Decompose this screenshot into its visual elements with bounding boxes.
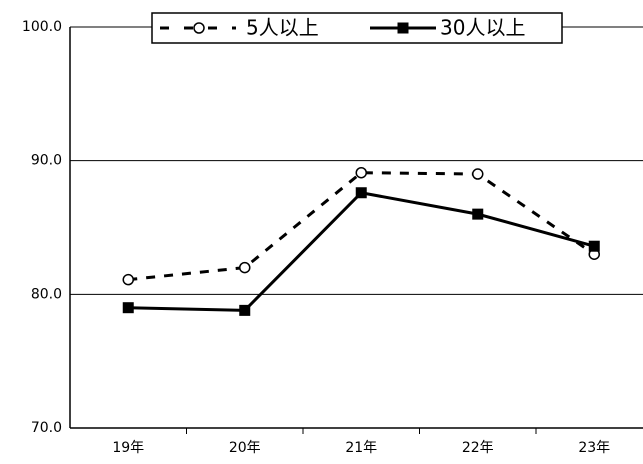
x-tick-label: 23年	[578, 440, 610, 456]
legend-label: 5人以上	[246, 16, 319, 40]
y-tick-label: 90.0	[31, 153, 62, 169]
y-tick-label: 80.0	[31, 286, 62, 302]
legend-marker	[397, 22, 409, 34]
marker	[355, 166, 367, 179]
marker	[122, 273, 134, 286]
legend-label: 30人以上	[440, 16, 525, 40]
marker	[472, 208, 484, 220]
x-tick-label: 19年	[112, 440, 144, 456]
y-tick-label: 100.0	[22, 19, 62, 35]
series-line	[128, 191, 595, 312]
marker	[588, 240, 600, 252]
marker	[355, 187, 367, 199]
legend-box	[151, 12, 563, 44]
x-tick-label: 20年	[229, 440, 261, 456]
y-tick-label: 70.0	[31, 420, 62, 436]
x-tick-label: 22年	[462, 440, 494, 456]
series-line	[128, 171, 596, 282]
legend-marker	[193, 22, 205, 34]
marker	[122, 302, 134, 314]
x-tick-label: 21年	[345, 440, 377, 456]
marker	[239, 261, 251, 274]
marker	[472, 168, 484, 180]
marker	[239, 304, 251, 316]
